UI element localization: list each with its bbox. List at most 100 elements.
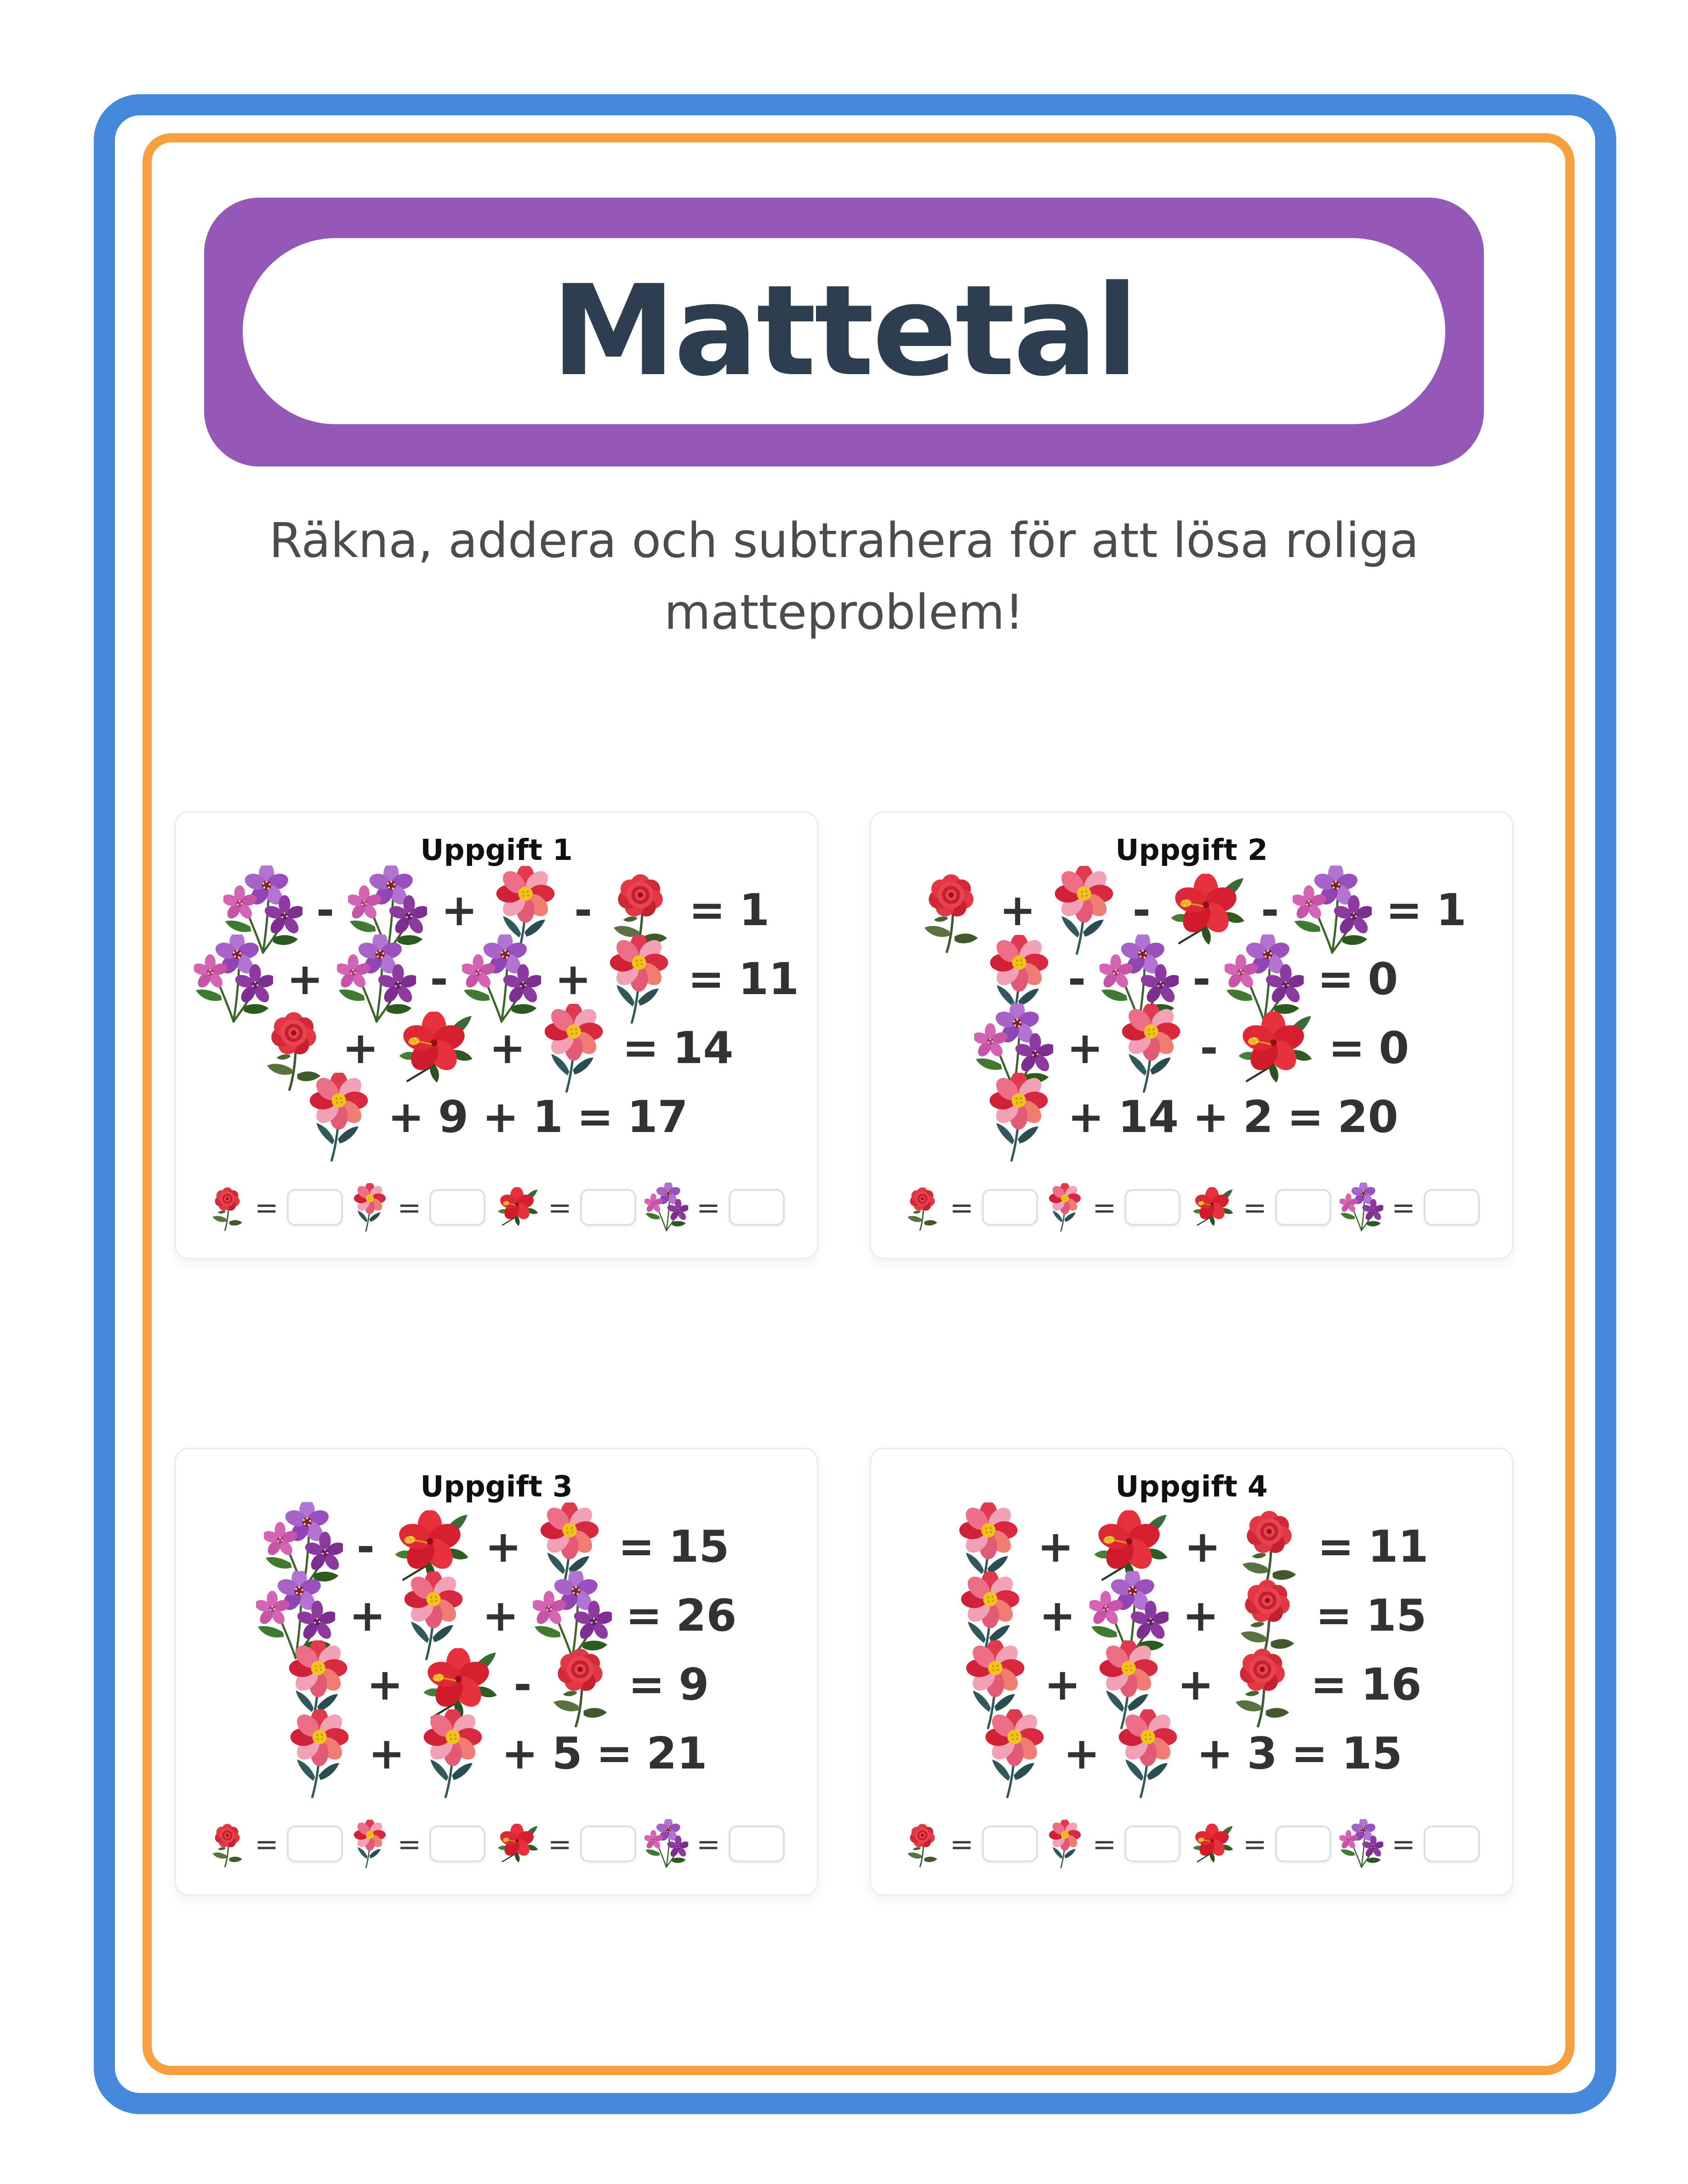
answer-input[interactable]	[286, 1189, 343, 1226]
answer-group-cosmos: =	[1046, 1183, 1181, 1232]
equals-sign: =	[1391, 1190, 1415, 1224]
equation-row: + + = 16	[884, 1650, 1499, 1719]
equation-number: 0	[1379, 1023, 1409, 1074]
equation-number: 14	[673, 1023, 734, 1074]
equation-operator: =	[622, 1023, 659, 1074]
equation-operator: +	[1037, 1521, 1074, 1572]
cosmos-icon	[1046, 1820, 1084, 1869]
answer-input[interactable]	[1124, 1189, 1181, 1226]
answer-input[interactable]	[580, 1189, 636, 1226]
answer-input[interactable]	[981, 1189, 1038, 1226]
equals-sign: =	[547, 1190, 572, 1224]
answer-row: = = = =	[189, 1183, 804, 1232]
equations: + + = 11 + + = 15 + + = 16 + +3 = 15	[884, 1513, 1499, 1788]
page-subtitle-line2: matteproblem!	[664, 584, 1024, 640]
equation-number: 1	[1436, 885, 1467, 936]
equation-operator: -	[1067, 954, 1086, 1005]
cosmos-icon	[351, 1183, 389, 1232]
equation-operator: +	[502, 1728, 538, 1779]
equation-row: + +5 = 21	[189, 1719, 804, 1788]
hibiscus-icon	[393, 1012, 475, 1086]
rose-icon	[903, 1820, 941, 1868]
equation-operator: +	[1184, 1521, 1221, 1572]
cosmos-icon	[285, 1709, 354, 1799]
equals-sign: =	[1391, 1827, 1415, 1861]
answer-input[interactable]	[1423, 1189, 1480, 1226]
equation-operator: +	[1177, 1659, 1214, 1710]
equation-operator: +	[286, 954, 324, 1005]
card-title: Uppgift 4	[1115, 1470, 1268, 1503]
equation-operator: =	[1386, 885, 1422, 936]
cosmos-icon	[540, 1004, 609, 1093]
equation-operator: =	[625, 1590, 662, 1641]
equation-row: + - + = 11	[189, 945, 804, 1014]
answer-input[interactable]	[429, 1189, 486, 1226]
cosmos-icon	[399, 1571, 468, 1661]
equation-operator: +	[482, 1590, 519, 1641]
equals-sign: =	[1243, 1190, 1267, 1224]
equals-sign: =	[547, 1827, 572, 1861]
answer-group-cosmos: =	[1046, 1820, 1181, 1869]
answer-input[interactable]	[1423, 1826, 1480, 1862]
cosmos-icon	[1046, 1183, 1084, 1232]
answer-row: = = = =	[884, 1183, 1499, 1232]
answer-group-bouquet: =	[1340, 1183, 1480, 1232]
equation-operator: -	[513, 1659, 532, 1710]
answer-input[interactable]	[1275, 1826, 1331, 1862]
answer-group-hibiscus: =	[1189, 1824, 1331, 1864]
equation-operator: +	[489, 1023, 526, 1074]
equals-sign: =	[696, 1190, 720, 1224]
equation-operator: =	[1291, 1728, 1328, 1779]
answer-group-bouquet: =	[644, 1183, 785, 1232]
equations: + - - = 1- - = 0 + - = 0 +14 +2 = 20	[884, 876, 1499, 1152]
equation-row: + - - = 1	[884, 876, 1499, 945]
equation-number: 26	[676, 1590, 737, 1641]
answer-group-rose: =	[208, 1183, 343, 1231]
equation-number: 21	[646, 1728, 707, 1779]
cosmos-icon	[981, 1709, 1049, 1799]
equation-row: +14 +2 = 20	[884, 1083, 1499, 1152]
equation-number: 2	[1243, 1092, 1273, 1143]
equation-number: 15	[1366, 1590, 1427, 1641]
equation-operator: =	[628, 1659, 665, 1710]
cosmos-icon	[419, 1709, 488, 1799]
card-uppgift-3: Uppgift 3 - + = 15 + + = 26 + - = 9 + +5 = 21 = = = =	[175, 1448, 818, 1896]
hibiscus-icon	[494, 1824, 540, 1864]
bouquet-icon	[644, 1183, 688, 1232]
equation-number: 15	[1341, 1728, 1403, 1779]
card-title: Uppgift 2	[1115, 833, 1268, 867]
equation-number: 3	[1247, 1728, 1277, 1779]
equation-operator: =	[576, 1092, 614, 1143]
answer-input[interactable]	[1124, 1826, 1181, 1862]
rose-icon	[546, 1642, 615, 1728]
answer-input[interactable]	[429, 1826, 486, 1862]
equation-number: 14	[1118, 1092, 1179, 1143]
answer-group-rose: =	[903, 1820, 1038, 1868]
equation-operator: -	[1192, 954, 1211, 1005]
cosmos-icon	[351, 1820, 389, 1869]
answer-input[interactable]	[981, 1826, 1038, 1862]
equation-number: 15	[668, 1521, 730, 1572]
equation-operator: =	[1317, 954, 1354, 1005]
equation-number: 9	[438, 1092, 469, 1143]
answer-input[interactable]	[728, 1826, 785, 1862]
answer-input[interactable]	[1275, 1189, 1331, 1226]
equation-operator: =	[688, 954, 725, 1005]
answer-input[interactable]	[728, 1189, 785, 1226]
equation-number: 1	[532, 1092, 563, 1143]
equation-operator: =	[1315, 1590, 1352, 1641]
answer-input[interactable]	[286, 1826, 343, 1862]
answer-row: = = = =	[189, 1819, 804, 1869]
answer-input[interactable]	[580, 1826, 636, 1862]
equation-number: 9	[679, 1659, 709, 1710]
equations: - + - = 1 + - + = 11 + + = 14 +9 +1 = 17	[189, 876, 804, 1152]
equation-operator: +	[482, 1092, 519, 1143]
equation-operator: -	[574, 885, 593, 936]
equals-sign: =	[696, 1827, 720, 1861]
answer-group-rose: =	[208, 1820, 343, 1868]
rose-icon	[917, 867, 986, 954]
equals-sign: =	[255, 1827, 279, 1861]
equation-row: + + = 26	[189, 1581, 804, 1650]
equation-operator: -	[1132, 885, 1151, 936]
cosmos-icon	[1117, 1004, 1186, 1093]
